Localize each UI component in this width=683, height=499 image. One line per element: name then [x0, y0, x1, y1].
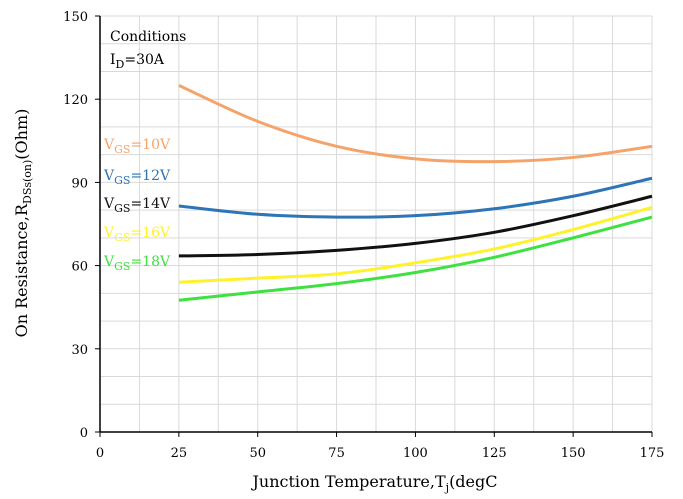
series-label-main: V	[103, 196, 115, 212]
x-tick-label: 100	[403, 446, 428, 461]
conditions-heading: Conditions	[110, 29, 186, 45]
series-label-sub: GS	[114, 143, 130, 156]
series-label-main: V	[103, 254, 115, 270]
x-tick-label: 50	[249, 446, 266, 461]
series-line-5	[178, 215, 653, 302]
series-label-sub: GS	[114, 231, 130, 244]
x-tick-label: 75	[328, 446, 345, 461]
y-tick-label: 0	[80, 426, 88, 441]
series-label-main: V	[103, 137, 115, 153]
series-label-sub: GS	[114, 174, 130, 187]
x-axis-label-sub: j	[444, 481, 449, 494]
series-label-value: =10V	[130, 137, 171, 153]
y-tick-label: 90	[71, 176, 88, 191]
x-axis-label: Junction Temperature,Tj(degC	[251, 472, 498, 494]
series-label-5: VGS=18V	[103, 254, 171, 273]
series-line-3	[178, 194, 653, 258]
conditions-id: ID=30A	[110, 52, 165, 71]
x-tick-label: 175	[640, 446, 665, 461]
series-label-sub: GS	[114, 202, 130, 215]
series-label-value: =18V	[130, 254, 171, 270]
tick-labels: 0 25 50 75 100 125 150 175 0 30 60 90 120 150	[63, 10, 664, 461]
conditions-id-sub: D	[116, 58, 125, 71]
series-label-sub: GS	[114, 260, 130, 273]
series-line-4	[178, 205, 653, 284]
series-label-1: VGS=10V	[103, 137, 171, 156]
x-tick-label: 0	[96, 446, 104, 461]
series-line-1	[178, 83, 653, 164]
grid-lines	[99, 15, 653, 433]
series-label-value: =12V	[130, 168, 171, 184]
y-tick-label: 60	[71, 260, 88, 275]
series-label-4: VGS=16V	[103, 225, 171, 244]
axes	[95, 15, 653, 437]
y-axis-label-sub: DSs(on)	[21, 160, 34, 204]
x-tick-label: 25	[171, 446, 188, 461]
x-axis-label-tail: (degC	[449, 472, 497, 491]
x-tick-label: 125	[482, 446, 507, 461]
series-label-2: VGS=12V	[103, 168, 171, 187]
series-label-3: VGS=14V	[103, 196, 171, 215]
x-tick-label: 150	[561, 446, 586, 461]
x-axis-label-main: Junction Temperature,T	[251, 472, 446, 491]
conditions-id-value: =30A	[124, 52, 165, 68]
series-label-main: V	[103, 225, 115, 241]
conditions-id-main: I	[110, 52, 116, 68]
y-axis-label: On Resistance,RDSs(on)(Ohm)	[12, 109, 34, 338]
y-axis-label-main: On Resistance,R	[12, 203, 31, 337]
series-label-value: =16V	[130, 225, 171, 241]
y-axis-label-tail: (Ohm)	[12, 109, 31, 160]
y-tick-label: 30	[71, 343, 88, 358]
series-line-2	[178, 176, 653, 219]
series-curves	[178, 83, 653, 302]
series-label-main: V	[103, 168, 115, 184]
y-tick-label: 150	[63, 10, 88, 25]
series-label-value: =14V	[130, 196, 171, 212]
y-tick-label: 120	[63, 93, 88, 108]
